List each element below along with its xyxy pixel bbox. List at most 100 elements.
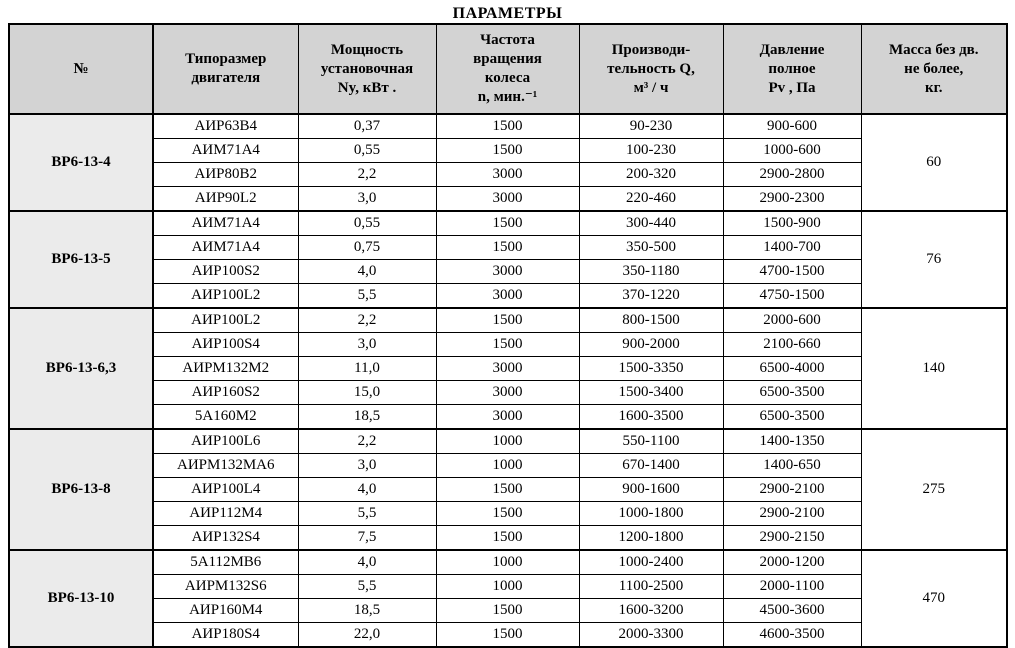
pressure-cell: 1400-700: [722, 235, 862, 260]
table-row: АИРМ132М2 11,0 3000 1500-3350 6500-4000: [9, 356, 1007, 381]
rotation-speed-cell: 1000: [435, 428, 580, 454]
group-label: ВР6-13-4: [8, 113, 154, 212]
table-row: АИР80В2 2,2 3000 200-320 2900-2800: [9, 162, 1007, 187]
flow-rate-cell: 2000-3300: [578, 622, 724, 648]
power-cell: 4,0: [297, 259, 437, 284]
table-row: АИМ71А4 0,55 1500 100-230 1000-600: [9, 138, 1007, 163]
power-cell: 4,0: [297, 477, 437, 502]
rotation-speed-cell: 1000: [435, 549, 580, 575]
table-row: АИРМ132МА6 3,0 1000 670-1400 1400-650: [9, 453, 1007, 478]
flow-rate-cell: 100-230: [578, 138, 724, 163]
group-label: ВР6-13-8: [8, 428, 154, 551]
rotation-speed-cell: 1500: [435, 501, 580, 526]
motor-type-cell: АИР100S4: [152, 332, 299, 357]
pressure-cell: 2900-2150: [722, 525, 862, 551]
power-cell: 0,55: [297, 138, 437, 163]
rotation-speed-cell: 1500: [435, 210, 580, 236]
table-body: ВР6-13-4 АИР63В4 0,37 1500 90-230 900-600 60 АИ…: [8, 113, 1008, 648]
table-header: № Типоразмер двигателя Мощность установо…: [8, 23, 1008, 115]
table-row: АИР100S2 4,0 3000 350-1180 4700-1500: [9, 259, 1007, 284]
motor-type-cell: АИР100L2: [152, 283, 299, 309]
col-header-rotation-speed: Частота вращения колеса n, мин.⁻¹: [435, 23, 580, 115]
power-cell: 5,5: [297, 574, 437, 599]
pressure-cell: 2000-1100: [722, 574, 862, 599]
rotation-speed-cell: 3000: [435, 162, 580, 187]
power-cell: 11,0: [297, 356, 437, 381]
power-cell: 0,55: [297, 210, 437, 236]
flow-rate-cell: 1600-3200: [578, 598, 724, 623]
motor-type-cell: АИР112М4: [152, 501, 299, 526]
col-header-mass: Масса без дв. не более, кг.: [860, 23, 1008, 115]
rotation-speed-cell: 1500: [435, 598, 580, 623]
flow-rate-cell: 350-1180: [578, 259, 724, 284]
motor-type-cell: 5А112МВ6: [152, 549, 299, 575]
table-row: АИР160S2 15,0 3000 1500-3400 6500-3500: [9, 380, 1007, 405]
rotation-speed-cell: 1500: [435, 477, 580, 502]
pressure-cell: 900-600: [722, 113, 862, 139]
pressure-cell: 2900-2100: [722, 501, 862, 526]
rotation-speed-cell: 1500: [435, 138, 580, 163]
pressure-cell: 4750-1500: [722, 283, 862, 309]
col-header-number: №: [8, 23, 154, 115]
table-row: 5А160М2 18,5 3000 1600-3500 6500-3500: [9, 404, 1007, 430]
flow-rate-cell: 1000-2400: [578, 549, 724, 575]
group-label: ВР6-13-10: [8, 549, 154, 648]
pressure-cell: 6500-4000: [722, 356, 862, 381]
table-row: АИР100S4 3,0 1500 900-2000 2100-660: [9, 332, 1007, 357]
pressure-cell: 2900-2100: [722, 477, 862, 502]
pressure-cell: 1500-900: [722, 210, 862, 236]
table-row: ВР6-13-5 АИМ71А4 0,55 1500 300-440 1500-900 76: [8, 210, 1008, 309]
table-row: АИР90L2 3,0 3000 220-460 2900-2300: [9, 186, 1007, 212]
motor-type-cell: АИР63В4: [152, 113, 299, 139]
motor-type-cell: АИР100S2: [152, 259, 299, 284]
table-row: АИР160М4 18,5 1500 1600-3200 4500-3600: [9, 598, 1007, 623]
mass-cell: 275: [860, 428, 1008, 551]
power-cell: 0,75: [297, 235, 437, 260]
flow-rate-cell: 1500-3400: [578, 380, 724, 405]
rotation-speed-cell: 1500: [435, 622, 580, 648]
pressure-cell: 6500-3500: [722, 404, 862, 430]
table-row: АИР100L2 5,5 3000 370-1220 4750-1500: [9, 283, 1007, 309]
motor-type-cell: АИР90L2: [152, 186, 299, 212]
pressure-cell: 1400-650: [722, 453, 862, 478]
motor-type-cell: АИРМ132S6: [152, 574, 299, 599]
power-cell: 5,5: [297, 501, 437, 526]
flow-rate-cell: 550-1100: [578, 428, 724, 454]
power-cell: 4,0: [297, 549, 437, 575]
rotation-speed-cell: 3000: [435, 283, 580, 309]
table-row: АИР132S4 7,5 1500 1200-1800 2900-2150: [9, 525, 1007, 551]
rotation-speed-cell: 3000: [435, 404, 580, 430]
table-row: АИР100L4 4,0 1500 900-1600 2900-2100: [9, 477, 1007, 502]
flow-rate-cell: 900-2000: [578, 332, 724, 357]
motor-type-cell: АИР180S4: [152, 622, 299, 648]
motor-type-cell: АИРМ132М2: [152, 356, 299, 381]
group-label: ВР6-13-6,3: [8, 307, 154, 430]
flow-rate-cell: 1500-3350: [578, 356, 724, 381]
motor-type-cell: АИР160М4: [152, 598, 299, 623]
power-cell: 2,2: [297, 428, 437, 454]
col-header-flow-rate: Производи- тельность Q, м³ / ч: [578, 23, 724, 115]
flow-rate-cell: 90-230: [578, 113, 724, 139]
power-cell: 22,0: [297, 622, 437, 648]
header-row: № Типоразмер двигателя Мощность установо…: [8, 23, 1008, 115]
rotation-speed-cell: 3000: [435, 186, 580, 212]
mass-cell: 470: [860, 549, 1008, 648]
power-cell: 5,5: [297, 283, 437, 309]
rotation-speed-cell: 3000: [435, 380, 580, 405]
power-cell: 2,2: [297, 162, 437, 187]
group-label: ВР6-13-5: [8, 210, 154, 309]
power-cell: 15,0: [297, 380, 437, 405]
pressure-cell: 2000-600: [722, 307, 862, 333]
power-cell: 18,5: [297, 404, 437, 430]
pressure-cell: 4500-3600: [722, 598, 862, 623]
flow-rate-cell: 1000-1800: [578, 501, 724, 526]
page-title: ПАРАМЕТРЫ: [452, 5, 563, 22]
pressure-cell: 2000-1200: [722, 549, 862, 575]
motor-type-cell: АИР100L6: [152, 428, 299, 454]
table-row: ВР6-13-4 АИР63В4 0,37 1500 90-230 900-600 60: [8, 113, 1008, 212]
flow-rate-cell: 800-1500: [578, 307, 724, 333]
flow-rate-cell: 370-1220: [578, 283, 724, 309]
flow-rate-cell: 1600-3500: [578, 404, 724, 430]
rotation-speed-cell: 3000: [435, 259, 580, 284]
motor-type-cell: АИМ71А4: [152, 235, 299, 260]
